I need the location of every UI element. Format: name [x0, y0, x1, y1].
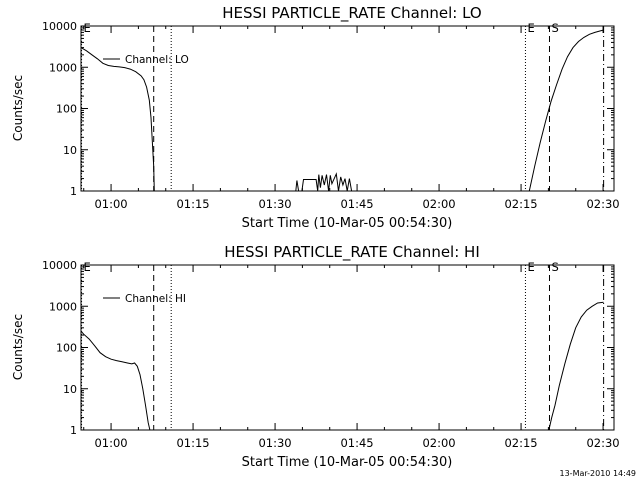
y-axis-label: Counts/sec: [11, 75, 25, 141]
legend: Channel: HI: [103, 293, 186, 305]
y-tick-label: 1: [70, 185, 77, 198]
axis-ticks: 1 10 100 1000 10000 01:00 01:15 01:30 01:45 02:00…: [42, 20, 620, 211]
x-tick-label: 02:15: [504, 436, 537, 450]
y-axis-label: Counts/sec: [11, 314, 25, 380]
series-line: [80, 47, 155, 192]
series-lines: [80, 301, 604, 431]
x-tick-label: 02:30: [586, 436, 619, 450]
event-marker-label: E: [84, 260, 91, 274]
x-tick-label: 02:30: [586, 197, 619, 211]
y-tick-label: 1000: [49, 61, 77, 74]
legend: Channel: LO: [103, 54, 189, 66]
event-marker-label: E: [84, 21, 91, 35]
x-tick-label: 02:00: [422, 436, 455, 450]
x-tick-label: 01:15: [176, 436, 209, 450]
series-line: [548, 301, 604, 431]
chart-title: HESSI PARTICLE_RATE Channel: LO: [222, 4, 481, 23]
series-line: [528, 29, 604, 192]
y-tick-label: 10000: [42, 259, 77, 272]
y-tick-label: 100: [56, 342, 77, 355]
x-tick-label: 02:15: [504, 197, 537, 211]
legend-label: Channel: HI: [125, 293, 186, 305]
y-tick-label: 10: [63, 383, 77, 396]
panel-channel-hi: HESSI PARTICLE_RATE Channel: HI 1 10 100 10…: [11, 243, 620, 470]
event-marker-label: E: [527, 260, 534, 274]
series-line: [295, 172, 353, 192]
y-tick-label: 10000: [42, 20, 77, 33]
panel-channel-lo: HESSI PARTICLE_RATE Channel: LO 1 10 100 10…: [11, 4, 620, 231]
x-tick-label: 01:15: [176, 197, 209, 211]
x-tick-label: 01:00: [94, 197, 127, 211]
x-tick-label: 01:30: [258, 436, 291, 450]
chart-title: HESSI PARTICLE_RATE Channel: HI: [224, 243, 480, 262]
x-tick-label: 01:30: [258, 197, 291, 211]
x-tick-label: 01:00: [94, 436, 127, 450]
y-tick-label: 1: [70, 424, 77, 437]
plot-frame: [80, 264, 615, 431]
x-axis-label: Start Time (10-Mar-05 00:54:30): [242, 455, 453, 470]
x-tick-label: 01:45: [340, 436, 373, 450]
series-lines: [80, 29, 604, 192]
event-marker-label: S: [551, 260, 558, 274]
x-tick-label: 02:00: [422, 197, 455, 211]
event-marker-label: S: [551, 21, 558, 35]
series-line: [80, 330, 151, 431]
x-tick-label: 01:45: [340, 197, 373, 211]
legend-label: Channel: LO: [125, 54, 189, 66]
y-tick-label: 10: [63, 144, 77, 157]
plot-frame: [80, 25, 615, 192]
footer-timestamp: 13-Mar-2010 14:49: [560, 469, 637, 478]
event-marker-label: E: [527, 21, 534, 35]
axis-ticks: 1 10 100 1000 10000 01:00 01:15 01:30 01:45 02:00…: [42, 259, 620, 450]
y-tick-label: 1000: [49, 300, 77, 313]
y-tick-label: 100: [56, 103, 77, 116]
x-axis-label: Start Time (10-Mar-05 00:54:30): [242, 216, 453, 231]
